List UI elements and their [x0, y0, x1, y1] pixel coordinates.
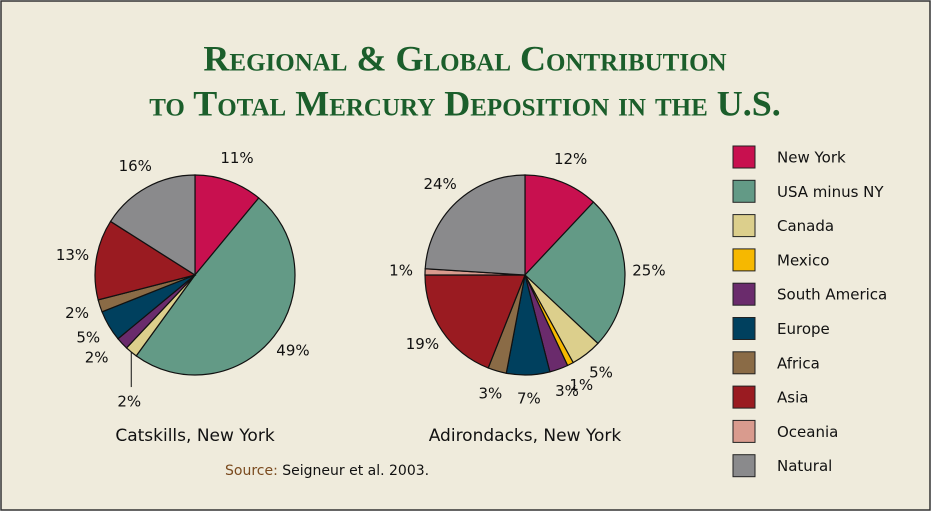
value-label: 3%: [555, 382, 579, 400]
legend-label: Europe: [777, 320, 830, 338]
legend-swatch: [732, 454, 756, 478]
legend-label: Oceania: [777, 423, 838, 441]
value-label: 2%: [117, 393, 141, 411]
legend-swatch: [732, 419, 756, 443]
source-label: Source:: [225, 463, 278, 479]
legend-label: Africa: [777, 354, 820, 372]
pie-title: Adirondacks, New York: [429, 426, 622, 446]
value-label: 5%: [589, 363, 613, 381]
pie-slice: [135, 197, 296, 376]
value-label: 7%: [517, 389, 541, 407]
pie-slice: [194, 174, 260, 277]
legend-swatch: [732, 282, 756, 306]
pie-slice: [524, 174, 595, 277]
value-label: 24%: [423, 175, 456, 193]
pie-slice: [424, 274, 526, 369]
legend-swatch: [732, 317, 756, 340]
pie-slice: [524, 201, 626, 345]
legend-label: USA minus NY: [777, 183, 884, 201]
value-label: 19%: [406, 335, 439, 353]
legend-label: Asia: [777, 389, 808, 407]
value-label: 12%: [554, 150, 587, 168]
value-label: 5%: [76, 329, 100, 347]
pie-slice: [424, 174, 526, 276]
value-label: 1%: [389, 262, 413, 280]
legend-swatch: [732, 145, 756, 169]
legend-label: South America: [777, 286, 887, 304]
value-label: 49%: [276, 342, 309, 360]
title-line: Regional & Global Contribution: [203, 38, 726, 78]
legend-label: Mexico: [777, 251, 829, 269]
pie-slice: [94, 220, 197, 301]
value-label: 2%: [65, 304, 89, 322]
value-label: 13%: [56, 246, 89, 264]
value-label: 25%: [632, 262, 665, 280]
legend-label: Canada: [777, 217, 834, 235]
value-label: 2%: [85, 348, 109, 366]
title-line: to Total Mercury Deposition in the U.S.: [149, 83, 781, 123]
legend-swatch: [732, 248, 756, 272]
source-text: Seigneur et al. 2003.: [282, 463, 429, 479]
value-label: 1%: [569, 376, 593, 394]
source: Source: Seigneur et al. 2003.: [225, 463, 429, 479]
legend-swatch: [732, 179, 756, 203]
legend-swatch: [732, 351, 756, 375]
pie-title: Catskills, New York: [115, 426, 274, 446]
value-label: 3%: [479, 385, 503, 403]
value-label: 11%: [220, 149, 253, 167]
legend-label: New York: [777, 149, 846, 167]
pie-slice: [109, 174, 196, 277]
value-label: 16%: [119, 157, 152, 175]
legend-label: Natural: [777, 457, 832, 475]
legend-swatch: [732, 385, 756, 409]
legend-swatch: [732, 214, 756, 238]
